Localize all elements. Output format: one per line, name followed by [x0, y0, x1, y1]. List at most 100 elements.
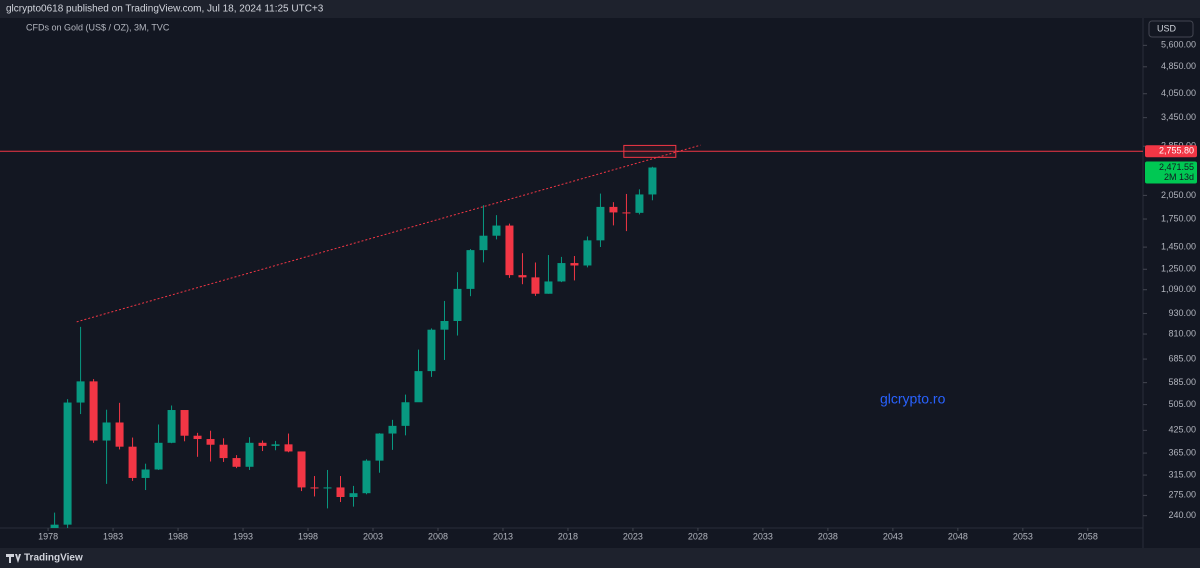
- x-tick-label: 2033: [753, 531, 773, 541]
- candle-body: [219, 444, 228, 459]
- y-tick-label: 1,090.00: [1161, 284, 1196, 294]
- candle-body: [622, 212, 631, 214]
- trend-line: [76, 144, 701, 323]
- candle-body: [76, 381, 85, 403]
- x-tick-label: 1988: [168, 531, 188, 541]
- candle-body: [362, 460, 371, 494]
- logo-text: TradingView: [24, 553, 83, 564]
- candle-body: [115, 422, 124, 447]
- time-axis: 1983 1988 1993 1998 2003 2008 2013 2018 2023 2028…: [38, 528, 1098, 541]
- y-tick-label: 1,250.00: [1161, 264, 1196, 274]
- candle-body: [232, 458, 241, 467]
- y-tick-label: 315.00: [1168, 469, 1196, 479]
- candle-body: [492, 225, 501, 236]
- hline-price-label: 2,755.80: [1159, 146, 1194, 156]
- x-tick-label: 1983: [103, 531, 123, 541]
- candle-body: [531, 277, 540, 294]
- watermark: glcrypto.ro: [880, 391, 946, 407]
- candle-body: [544, 281, 553, 294]
- last-price-tag: [1145, 161, 1197, 184]
- currency-button-label[interactable]: USD: [1157, 23, 1177, 33]
- candle-body: [648, 167, 657, 195]
- y-tick-label: 5,600.00: [1161, 40, 1196, 50]
- x-tick-label: 1998: [298, 531, 318, 541]
- candle-body: [505, 225, 514, 276]
- price-axis: 5,600.004,850.004,050.003,450.002,850.00…: [1143, 40, 1197, 520]
- bottom-bar: [0, 548, 1200, 568]
- candle-body: [102, 422, 111, 441]
- y-tick-label: 4,850.00: [1161, 61, 1196, 71]
- y-tick-label: 810.00: [1168, 328, 1196, 338]
- x-tick-label: 2018: [558, 531, 578, 541]
- candle-body: [336, 487, 345, 497]
- candle-body: [284, 444, 293, 452]
- candle-body: [427, 329, 436, 372]
- y-tick-label: 425.00: [1168, 425, 1196, 435]
- x-tick-label: 2028: [688, 531, 708, 541]
- x-tick-label: 1993: [233, 531, 253, 541]
- candle-body: [596, 206, 605, 241]
- candle-body: [466, 250, 475, 289]
- x-tick-label: 2048: [948, 531, 968, 541]
- published-info: glcrypto0618 published on TradingView.co…: [6, 4, 324, 15]
- candle-body: [635, 194, 644, 213]
- x-tick-label: 2003: [363, 531, 383, 541]
- last-price-label: 2,471.55: [1159, 162, 1194, 172]
- candle-body: [154, 442, 163, 470]
- candle-body: [414, 371, 423, 403]
- top-bar: [0, 0, 1200, 18]
- symbol-info: CFDs on Gold (US$ / OZ), 3M, TVC: [26, 22, 170, 32]
- x-tick-label: 2013: [493, 531, 513, 541]
- candle-body: [375, 433, 384, 461]
- candle-body: [570, 263, 579, 266]
- candle-body: [193, 435, 202, 440]
- candle-body: [401, 402, 410, 426]
- candle-body: [167, 410, 176, 443]
- candle-body: [50, 524, 59, 528]
- currency-button[interactable]: [1148, 20, 1194, 38]
- candle-body: [297, 451, 306, 488]
- countdown-label: 2M 13d: [1164, 172, 1194, 182]
- x-tick-label: 2053: [1013, 531, 1033, 541]
- y-tick-label: 930.00: [1168, 308, 1196, 318]
- candle-body: [479, 235, 488, 251]
- candle-body: [89, 381, 98, 441]
- y-tick-label: 4,050.00: [1161, 88, 1196, 98]
- x-tick-label: 2038: [818, 531, 838, 541]
- y-tick-label: 685.00: [1168, 353, 1196, 363]
- candle-body: [180, 410, 189, 436]
- candle-body: [258, 442, 267, 446]
- candle-body: [271, 444, 280, 446]
- y-tick-label: 240.00: [1168, 510, 1196, 520]
- y-tick-label: 505.00: [1168, 399, 1196, 409]
- candle-body: [245, 442, 254, 467]
- x-tick-label: 2008: [428, 531, 448, 541]
- y-tick-label: 1,750.00: [1161, 213, 1196, 223]
- x-tick-label: 2043: [883, 531, 903, 541]
- candle-body: [609, 206, 618, 213]
- candle-body: [518, 275, 527, 278]
- x-tick-label: 2058: [1078, 531, 1098, 541]
- candle-body: [583, 240, 592, 266]
- logo-icon: [6, 554, 21, 563]
- candle-body: [453, 288, 462, 321]
- y-tick-label: 3,450.00: [1161, 112, 1196, 122]
- x-tick-label: 1978: [38, 531, 58, 541]
- candle-body: [388, 425, 397, 434]
- candle-body: [349, 493, 358, 497]
- candle-body: [128, 446, 137, 478]
- y-tick-label: 2,050.00: [1161, 190, 1196, 200]
- y-tick-label: 365.00: [1168, 447, 1196, 457]
- y-tick-label: 1,450.00: [1161, 241, 1196, 251]
- y-tick-label: 585.00: [1168, 377, 1196, 387]
- candle-body: [206, 439, 215, 445]
- x-tick-label: 2023: [623, 531, 643, 541]
- y-tick-label: 275.00: [1168, 490, 1196, 500]
- candle-body: [440, 320, 449, 330]
- candle-body: [63, 402, 72, 525]
- plot: [0, 144, 1143, 528]
- candle-body: [141, 469, 150, 478]
- candle-body: [323, 487, 332, 489]
